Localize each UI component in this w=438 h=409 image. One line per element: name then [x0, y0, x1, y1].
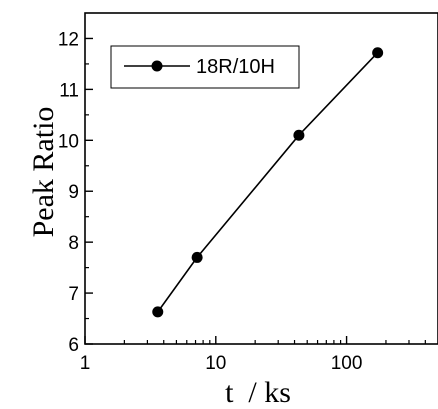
x-tick-label: 10 — [205, 353, 226, 374]
y-tick-label: 10 — [58, 131, 79, 152]
legend: 18R/10H — [110, 45, 300, 89]
data-point — [293, 129, 305, 141]
legend-label: 18R/10H — [196, 56, 275, 78]
plot-frame — [84, 12, 438, 345]
legend-marker — [151, 60, 163, 72]
x-tick-label: 100 — [331, 353, 363, 374]
y-tick-label: 11 — [59, 80, 79, 101]
y-tick-label: 12 — [58, 29, 79, 50]
legend-box — [110, 45, 300, 89]
data-point — [152, 306, 164, 318]
data-point — [372, 47, 384, 59]
y-tick-label: 6 — [68, 335, 79, 356]
x-axis-title: t / ks — [225, 376, 291, 409]
x-tick-label: 1 — [80, 353, 91, 374]
series-line — [157, 52, 379, 313]
data-point — [191, 251, 203, 263]
y-tick-label: 8 — [68, 233, 79, 254]
y-tick-label: 7 — [68, 284, 79, 305]
y-axis-title: Peak Ratio — [27, 107, 60, 238]
y-tick-label: 9 — [68, 182, 79, 203]
